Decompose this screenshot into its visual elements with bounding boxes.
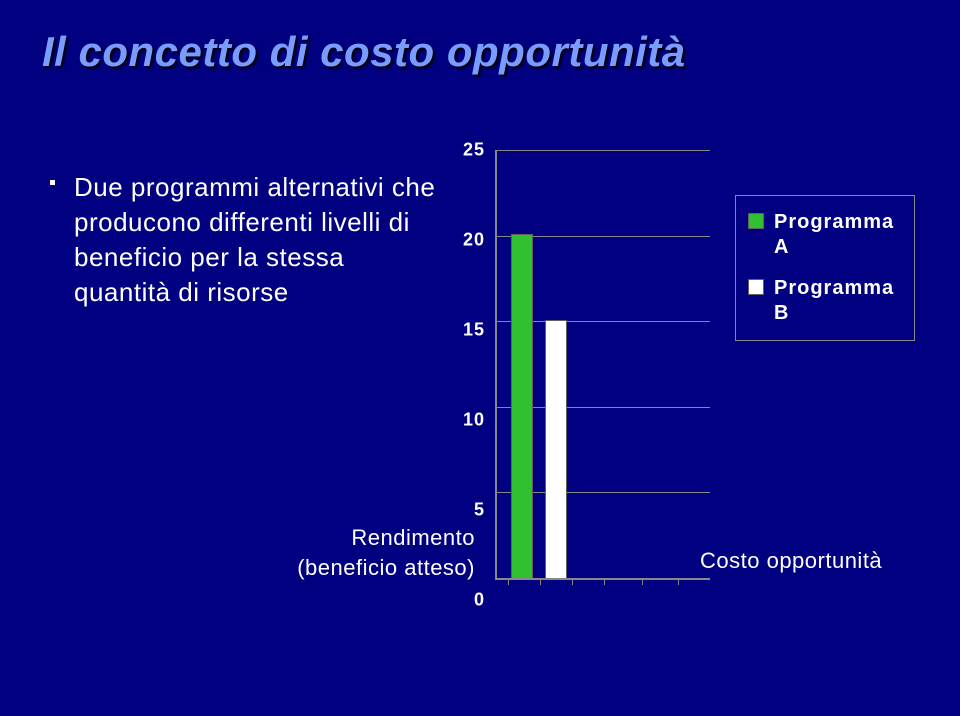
gridline xyxy=(497,150,710,151)
page-title: Il concetto di costo opportunità xyxy=(42,28,686,76)
bullet-marker xyxy=(50,180,55,185)
bar-programma-b xyxy=(545,320,567,578)
legend: Programma A Programma B xyxy=(735,195,915,341)
x-ticks xyxy=(497,578,710,586)
xaxis-title: Costo opportunità xyxy=(700,548,882,574)
legend-label: Programma A xyxy=(774,210,902,260)
bar-chart: 25 20 15 10 5 0 xyxy=(440,150,710,600)
bar-programma-a xyxy=(511,234,533,578)
ytick-label: 25 xyxy=(440,140,485,161)
plot-area xyxy=(495,150,710,580)
ytick-label: 20 xyxy=(440,230,485,251)
x-tick xyxy=(572,578,573,585)
ytick-label: 15 xyxy=(440,320,485,341)
ytick-label: 5 xyxy=(440,500,485,521)
bullet-text: Due programmi alternativi che producono … xyxy=(50,170,440,310)
legend-swatch-a xyxy=(748,213,764,229)
yaxis-title: Rendimento(beneficio atteso) xyxy=(215,523,475,582)
x-tick xyxy=(642,578,643,585)
x-tick xyxy=(678,578,679,585)
x-tick xyxy=(540,578,541,585)
legend-label: Programma B xyxy=(774,276,902,326)
x-tick xyxy=(604,578,605,585)
x-tick xyxy=(508,578,509,585)
bullet-item: Due programmi alternativi che producono … xyxy=(50,170,440,310)
ytick-label: 0 xyxy=(440,590,485,611)
legend-item: Programma A xyxy=(748,210,902,260)
legend-item: Programma B xyxy=(748,276,902,326)
legend-swatch-b xyxy=(748,279,764,295)
ytick-label: 10 xyxy=(440,410,485,431)
